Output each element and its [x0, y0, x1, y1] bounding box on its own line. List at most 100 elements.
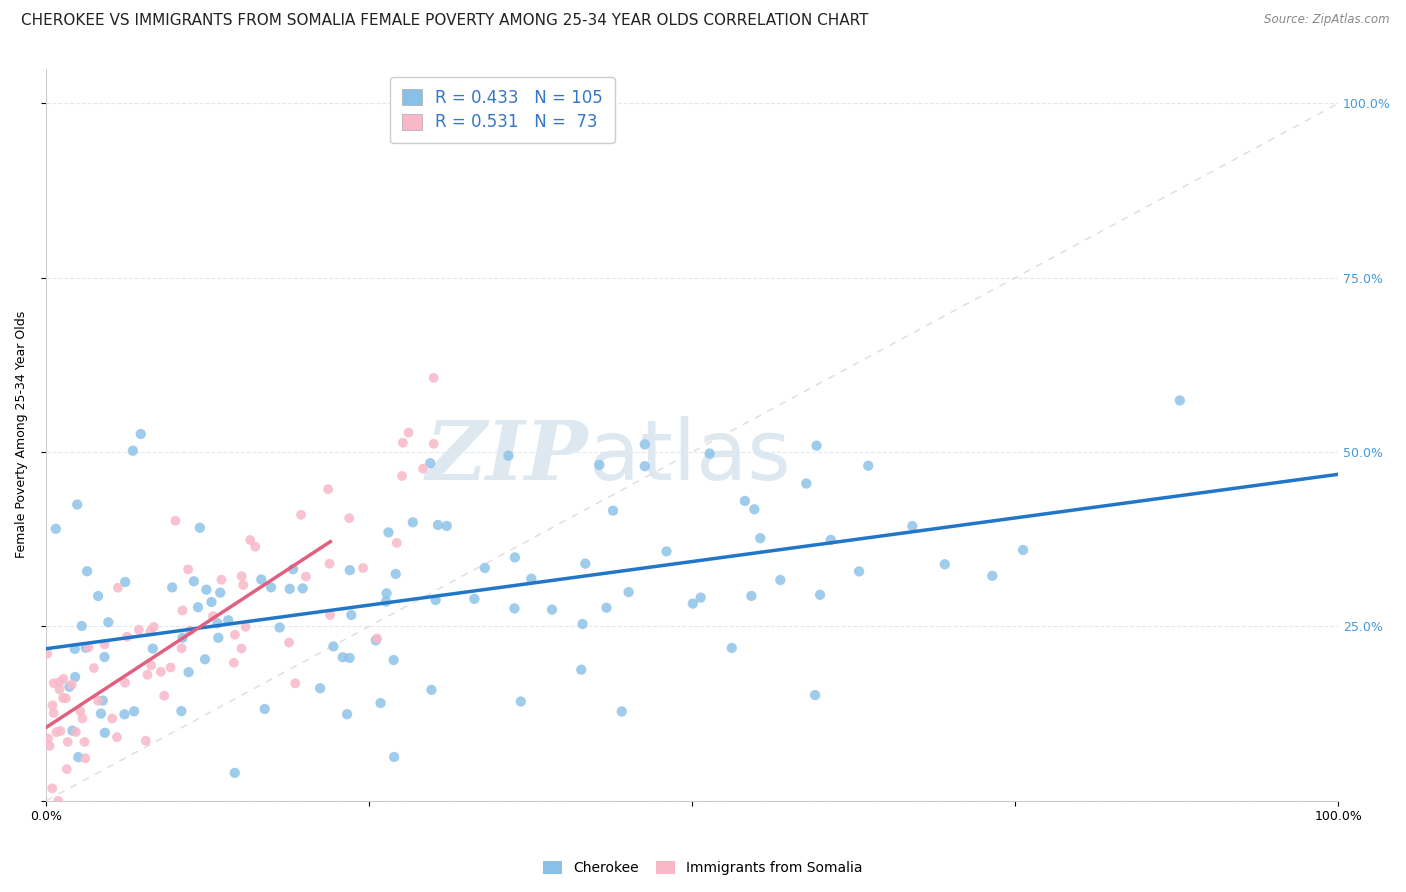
Point — [1012, 543, 1035, 558]
Point — [128, 623, 150, 637]
Point — [114, 675, 136, 690]
Point — [115, 630, 138, 644]
Point — [201, 609, 224, 624]
Point — [474, 561, 496, 575]
Point — [87, 589, 110, 603]
Point — [934, 558, 956, 572]
Point — [195, 582, 218, 597]
Point — [72, 711, 94, 725]
Point — [339, 563, 361, 577]
Point — [377, 525, 399, 540]
Point — [136, 668, 159, 682]
Point — [83, 661, 105, 675]
Point — [73, 735, 96, 749]
Point — [595, 600, 617, 615]
Point — [97, 615, 120, 630]
Point — [610, 705, 633, 719]
Point — [231, 569, 253, 583]
Point — [217, 613, 239, 627]
Point — [142, 641, 165, 656]
Point — [170, 641, 193, 656]
Point — [37, 731, 59, 746]
Point — [239, 533, 262, 547]
Text: atlas: atlas — [589, 416, 790, 497]
Point — [402, 516, 425, 530]
Point — [235, 620, 257, 634]
Point — [41, 781, 63, 796]
Point — [207, 616, 229, 631]
Point — [749, 531, 772, 545]
Point — [339, 651, 361, 665]
Point — [425, 593, 447, 607]
Point — [981, 569, 1004, 583]
Point — [366, 632, 388, 646]
Point — [284, 676, 307, 690]
Point — [503, 601, 526, 615]
Point — [634, 437, 657, 451]
Point — [45, 725, 67, 739]
Point — [52, 691, 75, 706]
Point — [121, 443, 143, 458]
Point — [340, 607, 363, 622]
Point — [332, 650, 354, 665]
Point — [740, 589, 762, 603]
Point — [318, 557, 340, 571]
Point — [94, 726, 117, 740]
Point — [808, 588, 831, 602]
Point — [412, 461, 434, 475]
Point — [37, 647, 59, 661]
Point — [194, 652, 217, 666]
Point — [46, 794, 69, 808]
Point — [655, 544, 678, 558]
Point — [319, 608, 342, 623]
Point — [122, 704, 145, 718]
Point — [209, 585, 232, 599]
Point — [426, 518, 449, 533]
Point — [177, 665, 200, 680]
Point — [744, 502, 766, 516]
Point — [52, 672, 75, 686]
Point — [153, 689, 176, 703]
Point — [139, 658, 162, 673]
Point — [139, 624, 162, 639]
Point — [1168, 393, 1191, 408]
Point — [682, 597, 704, 611]
Point — [295, 569, 318, 583]
Point — [420, 682, 443, 697]
Point — [574, 557, 596, 571]
Y-axis label: Female Poverty Among 25-34 Year Olds: Female Poverty Among 25-34 Year Olds — [15, 311, 28, 558]
Point — [91, 693, 114, 707]
Point — [75, 640, 97, 655]
Point — [62, 723, 84, 738]
Point — [183, 574, 205, 589]
Point — [55, 691, 77, 706]
Point — [38, 739, 60, 753]
Point — [291, 582, 314, 596]
Point — [93, 637, 115, 651]
Point — [232, 578, 254, 592]
Point — [848, 565, 870, 579]
Point — [392, 435, 415, 450]
Point — [245, 540, 267, 554]
Point — [370, 696, 392, 710]
Point — [281, 562, 304, 576]
Point — [114, 707, 136, 722]
Point — [107, 581, 129, 595]
Point — [290, 508, 312, 522]
Point — [42, 676, 65, 690]
Point — [105, 730, 128, 744]
Point — [224, 628, 246, 642]
Point — [149, 665, 172, 679]
Point — [66, 498, 89, 512]
Point — [520, 572, 543, 586]
Point — [422, 436, 444, 450]
Point — [207, 631, 229, 645]
Point — [93, 650, 115, 665]
Point — [858, 458, 880, 473]
Point — [70, 619, 93, 633]
Point — [588, 458, 610, 472]
Point — [804, 688, 827, 702]
Point — [352, 561, 374, 575]
Point — [187, 600, 209, 615]
Point — [503, 550, 526, 565]
